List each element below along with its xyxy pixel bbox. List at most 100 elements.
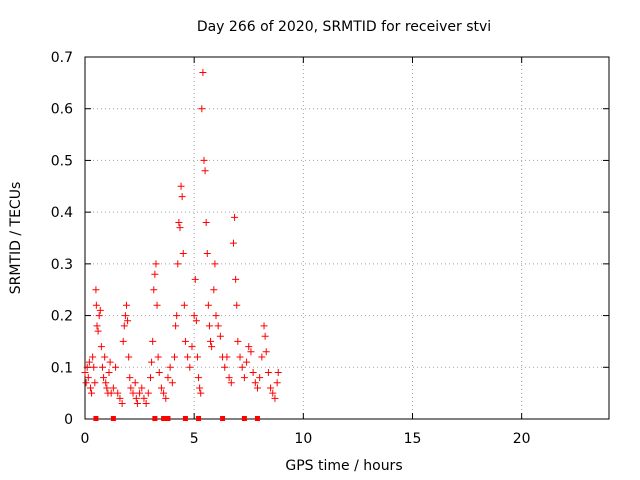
data-point [181,337,189,345]
data-point [106,358,114,366]
data-point [200,156,208,164]
data-point [142,399,150,407]
data-point [109,384,117,392]
data-point [273,379,281,387]
data-point [124,317,132,325]
data-point [144,389,152,397]
data-point [150,286,158,294]
data-point [100,374,108,382]
data-point [253,384,261,392]
zero-marker [196,416,202,421]
data-point [231,213,239,221]
zero-marker [220,416,226,421]
data-point [264,368,272,376]
data-point [92,286,100,294]
data-point [86,384,94,392]
data-point [210,286,218,294]
data-point [180,301,188,309]
x-tick-label: 10 [294,431,312,447]
tick-labels: 0 0.1 0.2 0.3 0.4 0.5 0.6 0.7 0 5 10 15 20 [51,50,531,447]
chart-title: Day 266 of 2020, SRMTID for receiver stv… [197,19,491,35]
zero-marker [182,416,188,421]
data-point [175,218,183,226]
data-point [127,384,135,392]
data-point [148,358,156,366]
data-point [184,353,192,361]
data-point [274,368,282,376]
data-point [162,394,170,402]
zero-marker [161,416,167,421]
data-point [234,337,242,345]
data-point [85,358,93,366]
data-point [214,322,222,330]
data-point [122,301,130,309]
data-point [105,368,113,376]
x-tick-label: 0 [81,431,90,447]
y-tick-label: 0.1 [51,360,73,376]
data-point [186,363,194,371]
data-point [203,250,211,258]
data-point [190,312,198,320]
data-point [212,312,220,320]
data-point [118,399,126,407]
data-point [81,368,89,376]
data-point [174,260,182,268]
data-point [147,374,154,382]
data-point [236,353,244,361]
data-point [97,343,105,351]
data-point [116,394,124,402]
data-point [249,368,257,376]
data-point [233,301,241,309]
data-point [216,332,224,340]
data-point [129,389,137,397]
y-tick-label: 0.6 [51,102,73,118]
data-point [101,353,109,361]
data-point [191,275,199,283]
data-point [179,250,187,258]
data-point [160,389,168,397]
data-point [114,389,122,397]
y-tick-label: 0 [64,412,73,428]
data-point [193,353,201,361]
data-point [198,105,206,113]
data-point [82,379,90,387]
data-point [120,322,128,330]
y-axis-label: SRMTID / TECUs [8,182,24,295]
data-point [157,384,165,392]
plot-frame [84,56,610,420]
data-point [260,322,268,330]
data-point [258,353,266,361]
data-point [208,343,216,351]
data-point [188,343,196,351]
data-point [178,193,186,201]
data-point [153,301,161,309]
data-point [240,374,248,382]
data-point [166,363,174,371]
data-point [243,358,251,366]
data-point [95,312,103,320]
data-point [221,363,229,371]
x-tick-label: 5 [190,431,199,447]
data-point [271,394,279,402]
data-point [125,353,133,361]
data-point [138,384,146,392]
data-point [94,327,102,335]
data-point [192,317,200,325]
data-point [90,363,98,371]
data-point [229,239,237,247]
y-tick-label: 0.2 [51,309,73,325]
x-tick-label: 15 [404,431,422,447]
data-point [121,312,129,320]
data-point [171,353,179,361]
data-point [91,379,99,387]
zero-marker [93,416,99,421]
y-tick-label: 0.3 [51,257,73,273]
data-point [133,399,141,407]
data-point [251,379,259,387]
zero-marker [110,416,116,421]
zero-marker [152,416,158,421]
y-tick-label: 0.5 [51,153,73,169]
data-point [119,337,127,345]
x-tick-label: 20 [513,431,531,447]
data-point [132,394,140,402]
